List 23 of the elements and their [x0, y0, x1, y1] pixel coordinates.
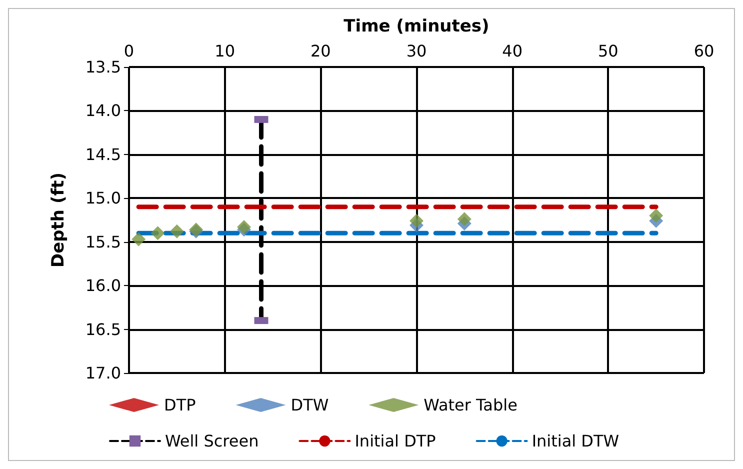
y-tick-label: 15.5 — [85, 232, 121, 252]
x-tick-label: 30 — [406, 42, 427, 60]
legend-label: Water Table — [424, 396, 518, 414]
x-axis-title: Time (minutes) — [344, 16, 490, 36]
y-tick-label: 16.0 — [85, 276, 121, 296]
y-tick-label: 15.0 — [85, 188, 121, 208]
y-tick-label: 17.0 — [85, 364, 121, 382]
x-tick-label: 50 — [598, 42, 618, 60]
legend-label: Initial DTW — [532, 432, 620, 450]
legend-label: DTP — [164, 396, 196, 414]
x-tick-label: 20 — [310, 42, 331, 60]
x-tick-label: 60 — [694, 42, 714, 60]
y-tick-label: 13.5 — [85, 58, 121, 76]
legend-label: Well Screen — [165, 432, 259, 450]
x-tick-label: 10 — [214, 42, 236, 60]
y-axis-title: Depth (ft) — [48, 172, 68, 268]
legend-label: Initial DTP — [354, 432, 436, 450]
y-tick-label: 14.5 — [85, 144, 121, 164]
x-tick-label: 40 — [502, 42, 523, 60]
y-tick-label: 14.0 — [85, 101, 121, 120]
legend-label: DTW — [290, 396, 329, 414]
y-tick-label: 16.5 — [85, 320, 121, 339]
x-tick-label: 0 — [124, 42, 134, 60]
